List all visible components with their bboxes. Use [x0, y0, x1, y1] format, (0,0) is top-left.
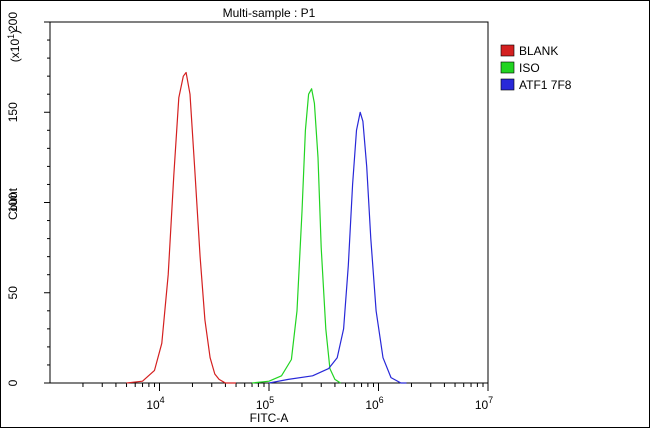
y-tick-label: 50	[6, 286, 20, 300]
chart-title: Multi-sample : P1	[223, 6, 316, 20]
y-tick-label: 0	[6, 379, 20, 386]
y-tick-label: 150	[6, 102, 20, 122]
y-axis-multiplier-exp: 1	[6, 34, 16, 39]
y-axis-label: Count	[6, 187, 20, 220]
x-tick-label: 107	[475, 395, 493, 412]
y-tick-label: 100	[6, 192, 20, 212]
legend-swatch-2	[500, 78, 515, 91]
x-axis-label: FITC-A	[250, 411, 289, 425]
legend-label-1: ISO	[519, 61, 540, 75]
y-tick-label: 200	[6, 12, 20, 32]
x-tick-label: 106	[365, 395, 383, 412]
series-line-1	[251, 88, 341, 384]
legend-swatch-0	[500, 44, 515, 57]
legend-label-2: ATF1 7F8	[519, 78, 572, 92]
series-line-0	[126, 71, 236, 384]
x-tick-label: 105	[256, 395, 274, 412]
y-axis-multiplier: (x101)	[6, 30, 22, 62]
axes: 0 50 100 150 200 104 105 106 107	[6, 12, 493, 412]
x-tick-label: 104	[146, 395, 164, 412]
series-line-2	[268, 111, 407, 384]
legend-swatch-1	[500, 61, 515, 74]
y-axis-multiplier-base: (x10	[8, 39, 22, 63]
legend-label-0: BLANK	[519, 44, 558, 58]
plot-area-border	[49, 21, 489, 384]
plot-series	[126, 71, 407, 384]
legend: BLANK ISO ATF1 7F8	[500, 44, 572, 92]
